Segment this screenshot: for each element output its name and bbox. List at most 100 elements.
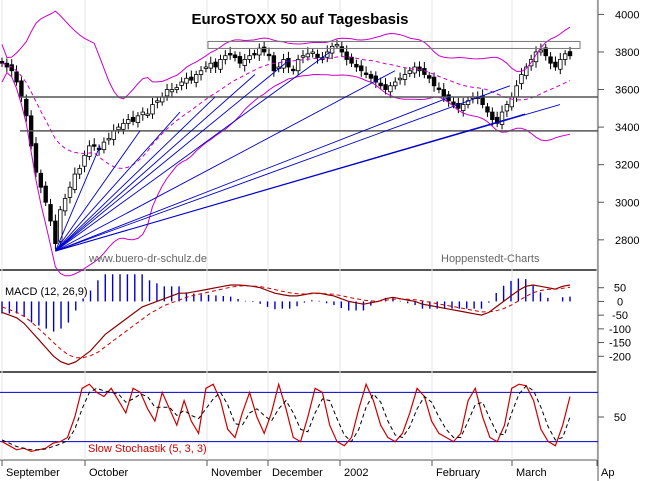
- candle-body: [169, 89, 175, 93]
- candle-body: [315, 53, 320, 58]
- macd-y-tick-label: 0: [617, 296, 623, 308]
- candle-body: [106, 137, 112, 141]
- fan-line: [54, 145, 101, 252]
- macd-label: MACD (12, 26,9): [5, 286, 88, 298]
- candle-body: [291, 68, 296, 72]
- candle-body: [460, 104, 466, 111]
- candle-body: [373, 75, 379, 83]
- x-tick-label: December: [272, 467, 323, 479]
- candle-body: [562, 53, 568, 60]
- fan-line: [55, 74, 256, 252]
- candle-body: [14, 71, 19, 83]
- candle-body: [417, 66, 422, 72]
- candle-body: [436, 87, 442, 90]
- price-y-tick-label: 3400: [615, 122, 639, 134]
- bollinger-lower-band: [1, 71, 571, 277]
- candle-body: [184, 77, 189, 84]
- candle-body: [427, 75, 432, 79]
- price-y-tick-label: 3000: [615, 197, 639, 209]
- candle-body: [431, 76, 437, 87]
- candle-body: [247, 55, 252, 60]
- candle-body: [504, 104, 510, 112]
- x-tick-label: 2002: [344, 467, 368, 479]
- candle-body: [92, 144, 97, 147]
- stochastic-panel: [0, 374, 598, 459]
- fan-line: [55, 96, 451, 252]
- candle-body: [155, 100, 160, 103]
- candle-body: [9, 64, 14, 72]
- fan-line: [55, 70, 396, 252]
- macd-y-tick-label: -100: [609, 324, 631, 336]
- candle-body: [198, 70, 204, 75]
- candle-body: [58, 209, 63, 242]
- fan-line: [55, 59, 291, 252]
- candle-body: [310, 51, 315, 54]
- candle-body: [145, 113, 150, 116]
- candle-body: [62, 198, 68, 212]
- candle-body: [524, 66, 529, 77]
- macd-panel: [0, 271, 598, 372]
- candle-body: [266, 53, 272, 57]
- x-tick-label: February: [436, 467, 481, 479]
- candle-body: [383, 84, 388, 90]
- fan-line: [55, 111, 181, 252]
- candle-body: [543, 47, 548, 57]
- candle-body: [4, 62, 10, 68]
- macd-y-tick-label: -150: [609, 338, 631, 350]
- candle-body: [407, 70, 412, 74]
- candle-body: [208, 62, 213, 69]
- candle-body: [329, 45, 335, 54]
- macd-y-tick-label: -50: [612, 310, 628, 322]
- price-y-tick-label: 4000: [615, 9, 639, 21]
- macd-y-tick-label: -200: [609, 351, 631, 363]
- candle-body: [257, 47, 262, 56]
- macd-signal-line: [1, 285, 571, 359]
- candle-body: [126, 119, 131, 124]
- candle-body: [388, 85, 393, 93]
- candle-body: [189, 76, 194, 81]
- bollinger-upper-band: [1, 10, 571, 100]
- candle-body: [150, 104, 155, 115]
- candle-body: [305, 53, 311, 58]
- candle-body: [87, 145, 92, 157]
- stochastic-d-line: [1, 385, 571, 451]
- x-tick-label: September: [6, 467, 60, 479]
- candle-body: [213, 61, 218, 68]
- x-tick-label: Ap: [601, 467, 614, 479]
- candle-body: [111, 130, 116, 140]
- price-panel: [0, 0, 598, 270]
- candle-body: [203, 66, 209, 69]
- fan-line: [55, 96, 216, 252]
- x-tick-label: November: [211, 467, 262, 479]
- candle-body: [174, 87, 179, 90]
- candle-body: [295, 59, 301, 72]
- candle-body: [232, 54, 238, 59]
- candle-body: [514, 85, 519, 98]
- candle-body: [164, 89, 170, 97]
- candle-body: [242, 59, 247, 66]
- candle-body: [393, 81, 398, 87]
- candle-body: [77, 168, 82, 175]
- candle-body: [0, 60, 5, 64]
- candle-body: [519, 74, 524, 84]
- candle-body: [237, 56, 243, 64]
- grid-layer: [1, 0, 598, 460]
- candle-body: [135, 115, 141, 123]
- stochastic-k-line: [1, 381, 571, 453]
- candle-body: [494, 116, 500, 124]
- fan-line: [55, 113, 526, 252]
- candle-body: [567, 51, 573, 57]
- x-tick-label: October: [89, 467, 128, 479]
- macd-layer: [1, 274, 571, 366]
- resistance-zone: [207, 40, 581, 49]
- candle-body: [441, 89, 446, 98]
- candle-body: [33, 143, 39, 173]
- price-y-tick-label: 2800: [615, 235, 639, 247]
- candle-body: [252, 53, 257, 56]
- x-tick-label: March: [516, 467, 547, 479]
- candle-body: [558, 59, 563, 70]
- candle-body: [130, 116, 136, 122]
- candle-body: [300, 55, 306, 58]
- candle-body: [82, 154, 87, 167]
